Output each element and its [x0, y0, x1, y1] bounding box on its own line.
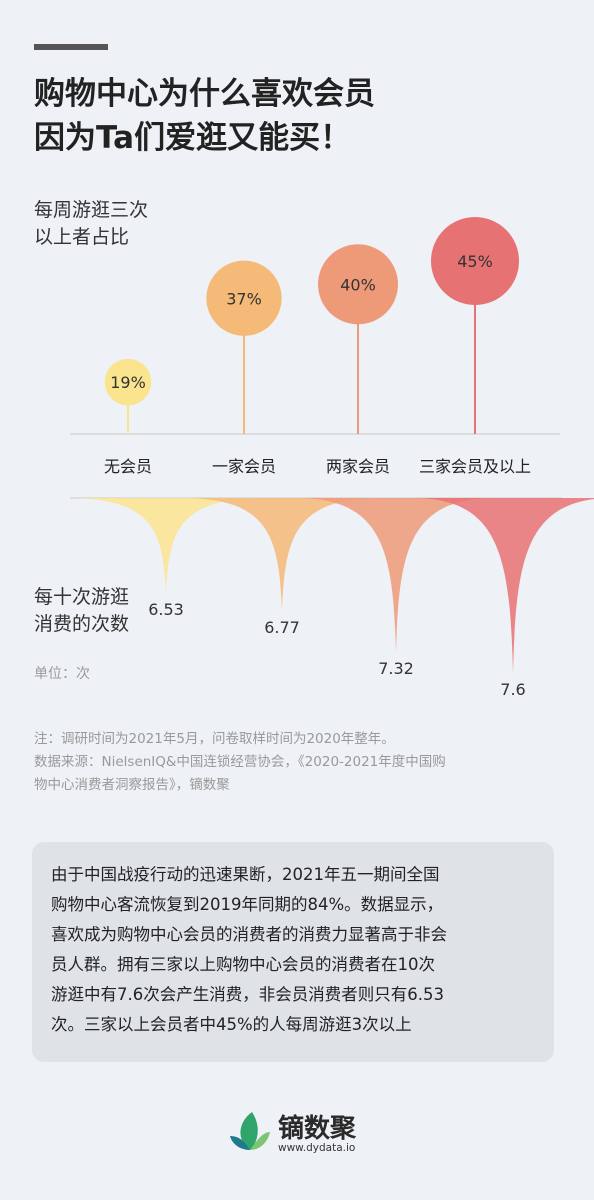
spike-2 [182, 498, 382, 611]
brand-name: 镝数聚 [278, 1114, 357, 1144]
summary-line-4: 员人群。拥有三家以上购物中心会员的消费者在10次 [51, 955, 435, 974]
note-line-3: 物中心消费者洞察报告》，镝数聚 [34, 777, 230, 793]
infographic-chart: 19% 无会员 37% 一家会员 40% 两家会员 45% 三家会员及以上 6.53 6.77 7.… [66, 217, 594, 699]
summary-text: 由于中国战疫行动的迅速果断，2021年五一期间全国 购物中心客流恢复到2019年… [51, 860, 541, 1040]
bubble-value-label-1: 19% [110, 373, 146, 392]
spike-value-label-3: 7.32 [378, 659, 414, 678]
chart2-ylabel-line-1: 每十次游逛 [34, 586, 130, 608]
spike-3 [296, 498, 496, 653]
spike-value-label-2: 6.77 [264, 618, 300, 637]
spike-value-label-4: 7.6 [500, 680, 525, 699]
lollipop-bubble-2 [206, 260, 282, 336]
bubble-value-label-3: 40% [340, 275, 376, 294]
summary-box: 由于中国战疫行动的迅速果断，2021年五一期间全国 购物中心客流恢复到2019年… [32, 842, 554, 1062]
category-label-4: 三家会员及以上 [419, 457, 531, 476]
spike-4 [413, 498, 594, 673]
leaf-logo-icon [230, 1112, 270, 1150]
title-line-1: 购物中心为什么喜欢会员 [34, 76, 375, 112]
chart2-ylabel-line-2: 消费的次数 [34, 613, 130, 635]
summary-line-1: 由于中国战疫行动的迅速果断，2021年五一期间全国 [51, 865, 440, 884]
summary-line-6: 次。三家以上会员者中45%的人每周游逛3次以上 [51, 1015, 412, 1034]
chart2-unit-label: 单位：次 [34, 666, 90, 682]
note-line-1: 注：调研时间为2021年5月，问卷取样时间为2020年整年。 [34, 731, 395, 747]
category-label-3: 两家会员 [326, 457, 390, 476]
title-line-2: 因为Ta们爱逛又能买！ [34, 120, 352, 156]
lollipop-bubble-1 [104, 358, 152, 406]
top-accent-bar [34, 44, 108, 50]
bubble-value-label-2: 37% [226, 289, 262, 308]
chart2-ylabel: 每十次游逛 消费的次数 [34, 584, 129, 638]
spike-value-label-1: 6.53 [148, 600, 184, 619]
summary-line-2: 购物中心客流恢复到2019年同期的84%。数据显示， [51, 895, 444, 914]
brand-logo: 镝数聚 www.dydata.io [230, 1108, 380, 1158]
category-label-1: 无会员 [104, 457, 152, 476]
source-notes: 注：调研时间为2021年5月，问卷取样时间为2020年整年。 数据来源：Niel… [34, 728, 574, 797]
spike-1 [66, 498, 266, 593]
chart1-ylabel: 每周游逛三次 以上者占比 [34, 197, 148, 251]
page-title: 购物中心为什么喜欢会员 因为Ta们爱逛又能买！ [34, 72, 375, 160]
brand-url: www.dydata.io [278, 1142, 356, 1154]
note-line-2: 数据来源：NielsenIQ&中国连锁经营协会，《2020-2021年度中国购 [34, 754, 446, 770]
chart1-ylabel-line-1: 每周游逛三次 [34, 199, 149, 221]
lollipop-bubble-3 [318, 244, 398, 325]
bubble-value-label-4: 45% [457, 252, 493, 271]
lollipop-bubble-4 [431, 217, 519, 305]
summary-line-3: 喜欢成为购物中心会员的消费者的消费力显著高于非会 [51, 925, 447, 944]
category-label-2: 一家会员 [212, 457, 276, 476]
summary-line-5: 游逛中有7.6次会产生消费，非会员消费者则只有6.53 [51, 985, 444, 1004]
chart1-ylabel-line-2: 以上者占比 [34, 226, 130, 248]
